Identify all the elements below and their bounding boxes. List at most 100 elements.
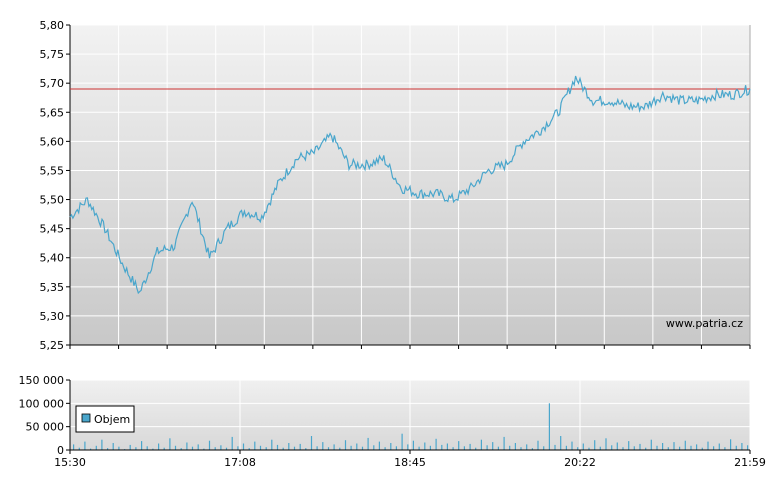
- volume-bar: [520, 447, 522, 450]
- price-series-line: [69, 75, 751, 295]
- volume-y-tick-label: 50 000: [26, 421, 65, 434]
- volume-bar: [633, 446, 635, 450]
- volume-bar: [322, 442, 324, 450]
- volume-bar: [480, 439, 482, 450]
- volume-bar: [554, 444, 556, 450]
- volume-bar: [577, 447, 579, 450]
- volume-bar: [735, 445, 737, 450]
- volume-bar: [582, 443, 584, 450]
- volume-bar: [497, 446, 499, 450]
- volume-bar: [141, 441, 143, 450]
- volume-bar: [458, 441, 460, 450]
- volume-bar: [316, 446, 318, 450]
- volume-bar: [276, 444, 279, 450]
- volume-bar: [112, 443, 114, 450]
- volume-bar: [73, 444, 75, 450]
- volume-bar: [560, 436, 562, 450]
- volume-bar: [469, 443, 471, 450]
- volume-bar: [339, 447, 341, 450]
- volume-bar: [293, 446, 296, 450]
- volume-bar: [378, 441, 380, 450]
- volume-bar: [129, 444, 131, 450]
- volume-bar: [242, 443, 245, 450]
- volume-x-tick-label: 17:08: [224, 456, 256, 469]
- volume-bar: [611, 445, 613, 450]
- volume-bar: [310, 436, 313, 450]
- volume-bar: [514, 443, 516, 450]
- volume-bar: [407, 444, 409, 450]
- volume-bar: [180, 448, 182, 450]
- volume-bar: [463, 446, 465, 450]
- volume-bar: [486, 445, 488, 450]
- volume-bar: [718, 443, 720, 450]
- volume-bar: [152, 448, 154, 450]
- volume-bar: [259, 445, 262, 450]
- volume-bar: [174, 445, 177, 450]
- volume-bar: [656, 445, 658, 450]
- volume-bar: [418, 446, 420, 450]
- volume-bar: [684, 440, 686, 450]
- volume-bar: [333, 444, 335, 450]
- price-y-tick-label: 5,50: [40, 194, 65, 207]
- volume-bar: [639, 443, 641, 450]
- volume-bar: [135, 447, 137, 450]
- volume-bar: [412, 440, 414, 450]
- volume-bar: [724, 447, 726, 450]
- volume-bar: [254, 441, 256, 450]
- volume-bar: [146, 446, 148, 450]
- volume-bar: [95, 445, 97, 450]
- volume-bar: [186, 442, 188, 450]
- volume-bar: [158, 443, 160, 450]
- volume-bar: [707, 441, 709, 450]
- volume-bar: [361, 446, 364, 450]
- volume-bar: [747, 445, 749, 450]
- volume-bar: [390, 443, 392, 450]
- volume-bar: [673, 442, 675, 450]
- volume-bar: [441, 444, 443, 450]
- volume-bar: [690, 445, 692, 450]
- legend-swatch: [81, 413, 91, 423]
- volume-bar: [248, 448, 250, 450]
- volume-bar: [90, 448, 92, 450]
- volume-bar: [475, 447, 477, 450]
- volume-bar: [299, 443, 301, 450]
- volume-bar: [78, 447, 80, 450]
- volume-bar: [305, 448, 307, 450]
- volume-bar: [191, 446, 194, 450]
- volume-bar: [265, 447, 267, 450]
- volume-bar: [662, 443, 664, 450]
- volume-bar: [401, 433, 403, 450]
- volume-x-tick-label: 21:59: [734, 456, 766, 469]
- price-y-tick-label: 5,65: [40, 106, 65, 119]
- volume-bar: [435, 438, 437, 450]
- volume-bar: [208, 440, 211, 450]
- volume-bar: [163, 447, 165, 450]
- volume-bar: [667, 447, 669, 450]
- volume-bar: [237, 446, 239, 450]
- price-y-tick-label: 5,35: [40, 281, 65, 294]
- volume-bar: [231, 436, 233, 450]
- volume-bar: [565, 445, 567, 450]
- volume-bar: [650, 439, 652, 450]
- volume-bar: [696, 444, 698, 450]
- price-x-ticks: [69, 345, 751, 349]
- volume-bar: [492, 442, 494, 450]
- volume-bar: [197, 444, 199, 450]
- volume-bar: [452, 447, 454, 450]
- volume-bar: [548, 403, 550, 450]
- volume-bar: [429, 445, 431, 450]
- volume-y-tick-label: 150 000: [19, 374, 65, 387]
- volume-x-tick-label: 18:45: [394, 456, 426, 469]
- volume-bar: [526, 444, 528, 450]
- price-y-tick-label: 5,70: [40, 77, 65, 90]
- volume-bar: [628, 441, 630, 450]
- volume-bar: [214, 447, 216, 450]
- volume-bars: [73, 403, 749, 450]
- volume-bar: [741, 443, 743, 450]
- volume-bar: [395, 446, 397, 450]
- volume-bar: [84, 441, 86, 450]
- volume-bar: [679, 446, 681, 450]
- volume-bar: [622, 447, 624, 450]
